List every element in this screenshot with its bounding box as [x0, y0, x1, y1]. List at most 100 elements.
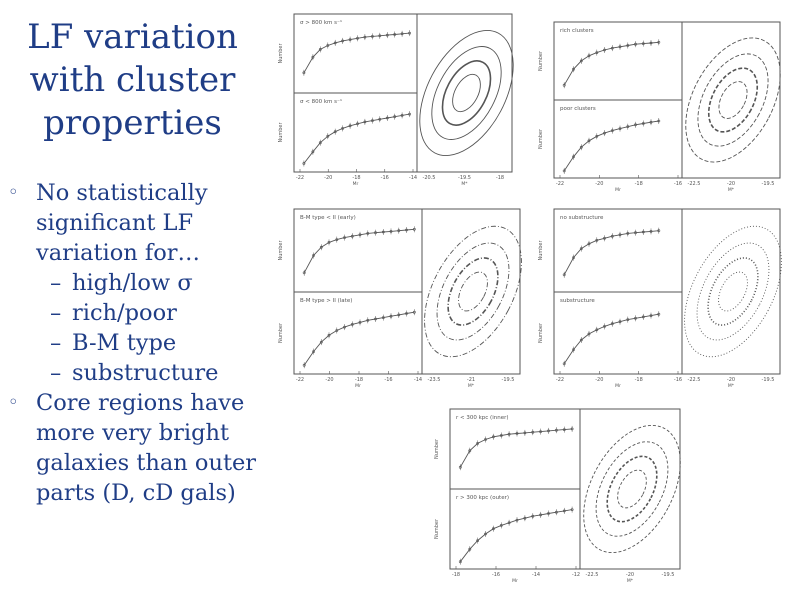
lower-fit-line	[563, 120, 659, 172]
confidence-contour	[595, 441, 669, 537]
x-axis-title: Mr	[615, 187, 621, 193]
lf-figure: B-M type < II (early) B-M type > II (late…	[278, 208, 522, 389]
sub-bullet: – substructure	[8, 358, 266, 388]
figure-panel-velocity-dispersion: σ > 800 km s⁻¹ σ < 800 km s⁻¹ Number Number…	[272, 10, 522, 188]
bullet-marker-icon: ◦	[8, 392, 19, 413]
sub-bullet: – high/low σ	[8, 268, 266, 298]
confidence-contour	[606, 455, 658, 523]
x-tick-label: -22	[296, 175, 304, 181]
x-tick-label: -12	[572, 572, 580, 578]
x-axis-title-right: M*	[468, 383, 475, 389]
x-tick-label: -20	[324, 175, 332, 181]
lf-figure: r < 300 kpc (inner) r > 300 kpc (outer) Nu…	[434, 408, 681, 584]
x-tick-label: -18	[452, 572, 460, 578]
sub-bullet-text: substructure	[72, 360, 219, 386]
lower-fit-line	[563, 313, 659, 365]
confidence-contour	[718, 81, 748, 119]
lower-panel-label: r > 300 kpc (outer)	[456, 495, 509, 501]
x-tick-label-right: -23.5	[428, 377, 441, 383]
figure-panel-richness: rich clusters poor clusters Number Number -2…	[532, 18, 790, 194]
confidence-contour	[583, 424, 681, 554]
bullet-1-text: No statistically significant LF variatio…	[36, 180, 208, 266]
lf-figure: rich clusters poor clusters Number Number -2…	[538, 21, 781, 193]
bullet-2-text: Core regions have more very bright galax…	[36, 390, 257, 506]
x-tick-label: -16	[674, 377, 682, 383]
x-tick-label: -14	[414, 377, 422, 383]
figure-panel-radius: r < 300 kpc (inner) r > 300 kpc (outer) Nu…	[428, 405, 690, 585]
confidence-contour	[419, 29, 514, 157]
y-axis-title: Number	[538, 128, 544, 149]
y-axis-title: Number	[278, 122, 284, 143]
x-tick-label: -16	[384, 377, 392, 383]
upper-panel-label: no substructure	[560, 215, 604, 221]
lf-figure: no substructure substructure Number Number -…	[538, 208, 782, 389]
dash-icon: –	[50, 270, 62, 296]
lower-panel-label: σ < 800 km s⁻¹	[300, 98, 342, 105]
x-tick-label: -16	[381, 175, 389, 181]
confidence-contour	[447, 257, 499, 326]
lower-panel-label: B-M type > II (late)	[300, 298, 352, 304]
lower-fit-line	[459, 509, 573, 562]
dash-icon: –	[50, 360, 62, 386]
sub-bullet: – B-M type	[8, 328, 266, 358]
lower-fit-line	[303, 113, 410, 164]
x-tick-label: -16	[492, 572, 500, 578]
x-tick-label: -16	[674, 181, 682, 187]
y-axis-title: Number	[278, 322, 284, 343]
x-tick-label-right: -20	[626, 572, 634, 578]
lower-fit-line	[303, 311, 415, 366]
y-axis-title: Number	[278, 43, 284, 64]
sub-bullet-text: B-M type	[72, 330, 177, 356]
confidence-contour	[441, 60, 492, 126]
confidence-contour	[458, 271, 488, 312]
confidence-contour	[697, 53, 769, 147]
upper-panel-label: B-M type < II (early)	[300, 215, 356, 221]
y-axis-title: Number	[434, 438, 440, 459]
slide-title: LF variation with cluster properties	[27, 17, 238, 143]
bullet-1: ◦ No statistically significant LF variat…	[8, 178, 266, 268]
x-tick-label-right: -19.5	[762, 377, 775, 383]
sub-bullet-text: high/low σ	[72, 270, 193, 296]
x-axis-title-right: M*	[627, 578, 634, 584]
upper-panel-label: rich clusters	[560, 28, 594, 34]
x-tick-label: -22	[296, 377, 304, 383]
x-tick-label: -22	[556, 181, 564, 187]
confidence-contour	[707, 67, 759, 133]
figure-panel-bm-type: B-M type < II (early) B-M type > II (late…	[272, 205, 530, 390]
x-tick-label: -20	[595, 377, 603, 383]
x-tick-label-right: -21	[467, 377, 475, 383]
x-axis-title-right: M*	[728, 187, 735, 193]
y-axis-title: Number	[538, 240, 544, 261]
x-tick-label-right: -19.5	[502, 377, 515, 383]
x-tick-label-right: -22.5	[688, 377, 701, 383]
x-tick-label: -14	[532, 572, 540, 578]
x-tick-label: -18	[352, 175, 360, 181]
x-tick-label-right: -20	[727, 181, 735, 187]
x-tick-label-right: -18	[496, 175, 504, 181]
sub-bullet-text: rich/poor	[72, 300, 177, 326]
confidence-contour	[696, 242, 770, 341]
y-axis-title: Number	[278, 240, 284, 261]
lower-panel-label: poor clusters	[560, 106, 596, 112]
x-tick-label-right: -22.5	[586, 572, 599, 578]
dash-icon: –	[50, 300, 62, 326]
y-axis-title: Number	[538, 322, 544, 343]
confidence-contour	[684, 225, 782, 358]
confidence-contour	[436, 242, 510, 341]
confidence-contour	[424, 225, 522, 358]
x-tick-label: -18	[635, 377, 643, 383]
confidence-contour	[452, 73, 481, 113]
confidence-contour	[707, 257, 759, 326]
x-tick-label-right: -20.5	[423, 175, 436, 181]
x-axis-title: Mr	[512, 578, 518, 584]
x-axis-title: Mr	[355, 383, 361, 389]
x-tick-label-right: -19.5	[458, 175, 471, 181]
upper-panel-label: r < 300 kpc (inner)	[456, 415, 509, 421]
x-tick-label-right: -19.5	[662, 572, 675, 578]
x-axis-title-right: M*	[461, 181, 468, 187]
x-axis-title-right: M*	[728, 383, 735, 389]
confidence-contour	[431, 46, 502, 140]
upper-panel-label: σ > 800 km s⁻¹	[300, 19, 342, 26]
confidence-contour	[685, 37, 781, 163]
x-tick-label: -14	[409, 175, 417, 181]
